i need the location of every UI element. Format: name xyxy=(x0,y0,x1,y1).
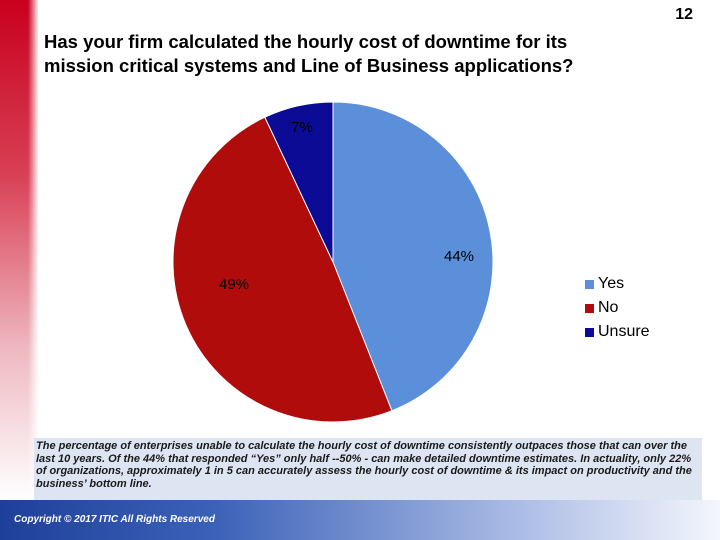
legend-label-no: No xyxy=(598,299,619,316)
page-number: 12 xyxy=(675,6,693,23)
legend-item-unsure: Unsure xyxy=(585,320,650,344)
title-line-2: mission critical systems and Line of Bus… xyxy=(44,55,574,76)
pie-slice-no xyxy=(172,116,393,423)
footer-bar: Copyright © 2017 ITIC All Rights Reserve… xyxy=(0,500,720,540)
pie-slice-unsure xyxy=(264,101,334,263)
legend-label-unsure: Unsure xyxy=(598,323,650,340)
legend-label-yes: Yes xyxy=(598,275,625,292)
pie-label-no: 49% xyxy=(219,276,249,293)
left-accent-bar xyxy=(0,0,38,500)
pie-label-yes: 44% xyxy=(444,248,474,265)
legend-swatch-unsure xyxy=(585,327,594,337)
chart-title: Has your firm calculated the hourly cost… xyxy=(44,30,694,78)
legend-item-no: No xyxy=(585,296,650,320)
legend-item-yes: Yes xyxy=(585,272,650,296)
pie-slice-yes xyxy=(332,101,494,412)
chart-legend: Yes No Unsure xyxy=(585,272,650,344)
legend-swatch-no xyxy=(585,303,594,313)
title-line-1: Has your firm calculated the hourly cost… xyxy=(44,31,568,52)
legend-swatch-yes xyxy=(585,279,594,289)
copyright-text: Copyright © 2017 ITIC All Rights Reserve… xyxy=(14,514,215,525)
pie-label-unsure: 7% xyxy=(291,119,313,136)
commentary-note: The percentage of enterprises unable to … xyxy=(34,438,702,500)
